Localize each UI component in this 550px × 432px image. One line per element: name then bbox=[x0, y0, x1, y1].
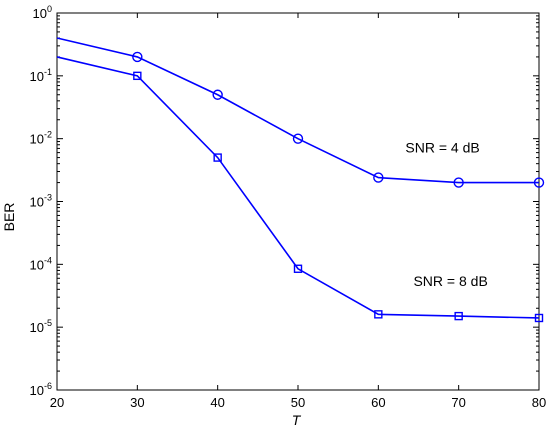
x-tick-label: 70 bbox=[451, 395, 465, 410]
x-tick-label: 80 bbox=[532, 395, 546, 410]
y-tick-base: 10 bbox=[33, 6, 47, 21]
x-tick-label: 50 bbox=[291, 395, 305, 410]
series-annotation: SNR = 4 dB bbox=[405, 140, 479, 156]
y-tick-exponent: -3 bbox=[44, 193, 52, 203]
y-tick-base: 10 bbox=[30, 383, 44, 398]
series-line bbox=[56, 56, 540, 319]
data-point-square bbox=[293, 264, 303, 273]
y-tick-label: 10-2 bbox=[30, 130, 52, 147]
plot-frame bbox=[56, 12, 540, 391]
y-tick-label: 10-4 bbox=[30, 255, 52, 272]
plot-border bbox=[56, 12, 540, 391]
x-tick-label: 30 bbox=[130, 395, 144, 410]
y-tick-base: 10 bbox=[30, 320, 44, 335]
x-tick-label: 40 bbox=[210, 395, 224, 410]
y-tick-exponent: -2 bbox=[44, 130, 52, 140]
data-point-square bbox=[213, 153, 222, 162]
y-tick-label: 100 bbox=[33, 4, 52, 21]
y-tick-exponent: -6 bbox=[44, 381, 52, 391]
series-line bbox=[56, 37, 539, 184]
y-tick-base: 10 bbox=[30, 257, 44, 272]
data-point-circle bbox=[292, 133, 304, 144]
data-point-square bbox=[374, 310, 383, 319]
y-tick-label: 10-3 bbox=[30, 193, 52, 210]
data-point-circle bbox=[212, 89, 223, 100]
y-tick-base: 10 bbox=[30, 132, 44, 147]
x-axis-label: T bbox=[292, 412, 302, 428]
y-tick-label: 10-1 bbox=[30, 67, 52, 84]
y-tick-label: 10-5 bbox=[30, 318, 52, 335]
y-tick-exponent: -1 bbox=[44, 67, 52, 77]
series-layer: SNR = 4 dB SNR = 8 dB bbox=[56, 37, 545, 323]
series-2: SNR = 8 dB bbox=[56, 56, 544, 323]
y-tick-label: 10-6 bbox=[30, 381, 52, 398]
data-point-square bbox=[534, 313, 544, 323]
x-axis: 20 30 40 50 60 70 80 bbox=[50, 13, 546, 410]
y-axis-label: BER bbox=[1, 203, 17, 232]
data-point-square bbox=[454, 311, 463, 321]
series-annotation: SNR = 8 dB bbox=[413, 273, 487, 289]
data-point-circle bbox=[132, 51, 143, 63]
y-tick-base: 10 bbox=[30, 69, 44, 84]
x-tick-label: 60 bbox=[371, 395, 385, 410]
y-tick-exponent: 0 bbox=[47, 4, 52, 14]
data-point-circle bbox=[453, 177, 464, 188]
y-tick-exponent: -5 bbox=[44, 318, 52, 328]
x-tick-label: 20 bbox=[50, 395, 64, 410]
series-1: SNR = 4 dB bbox=[56, 37, 545, 188]
data-point-square bbox=[133, 71, 142, 81]
y-tick-exponent: -4 bbox=[44, 255, 52, 265]
data-point-circle bbox=[373, 172, 384, 183]
y-tick-base: 10 bbox=[30, 195, 44, 210]
data-point-circle bbox=[533, 177, 545, 188]
